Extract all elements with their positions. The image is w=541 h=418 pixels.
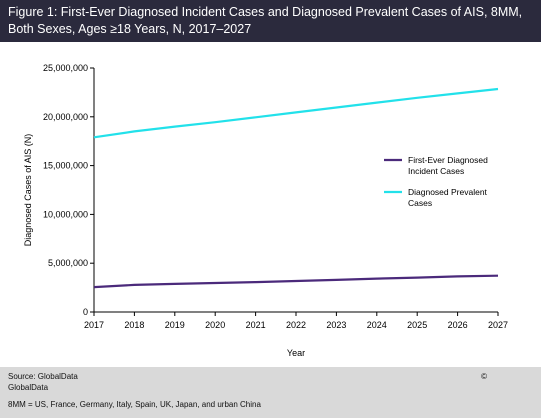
line-chart: 0 5,000,000 10,000,000 15,000,000 20,000,000… [23, 63, 508, 358]
legend-label-1: First-Ever Diagnosed Incident Cases [408, 155, 488, 176]
footnote-text: 8MM = US, France, Germany, Italy, Spain,… [8, 400, 261, 409]
copyright-symbol: © [481, 372, 487, 381]
series-line-2 [93, 87, 499, 139]
x-tick-label: 2019 [165, 320, 185, 330]
x-tick-label: 2025 [407, 320, 427, 330]
x-tick-label: 2017 [84, 320, 104, 330]
y-tick-label: 15,000,000 [43, 161, 88, 171]
x-tick-label: 2021 [246, 320, 266, 330]
x-tick-label: 2026 [448, 320, 468, 330]
x-tick-label: 2024 [367, 320, 387, 330]
y-tick-label: 5,000,000 [48, 258, 88, 268]
chart-legend: First-Ever Diagnosed Incident Cases Diagno… [384, 155, 488, 208]
x-axis-label: Year [287, 348, 305, 358]
y-tick-label: 0 [83, 307, 88, 317]
figure-footer: Source: GlobalData © GlobalData 8MM = US… [0, 367, 541, 418]
y-tick-label: 10,000,000 [43, 209, 88, 219]
y-tick-label: 25,000,000 [43, 63, 88, 73]
legend-label-2: Diagnosed Prevalent Cases [408, 187, 488, 208]
x-tick-label: 2020 [205, 320, 225, 330]
source-text: Source: GlobalData [8, 372, 78, 381]
series-line-1 [93, 274, 499, 289]
chart-series [93, 87, 499, 289]
x-tick-label: 2018 [124, 320, 144, 330]
y-axis-label: Diagnosed Cases of AIS (N) [23, 134, 33, 247]
x-tick-label: 2022 [286, 320, 306, 330]
y-tick-label: 20,000,000 [43, 112, 88, 122]
chart-area: 0 5,000,000 10,000,000 15,000,000 20,000,000… [0, 42, 541, 365]
x-tick-label: 2023 [326, 320, 346, 330]
x-tick-label: 2027 [488, 320, 508, 330]
publisher-text: GlobalData [8, 383, 49, 392]
figure-title: Figure 1: First-Ever Diagnosed Incident … [0, 0, 541, 42]
chart-axes: 0 5,000,000 10,000,000 15,000,000 20,000,000… [23, 63, 508, 358]
